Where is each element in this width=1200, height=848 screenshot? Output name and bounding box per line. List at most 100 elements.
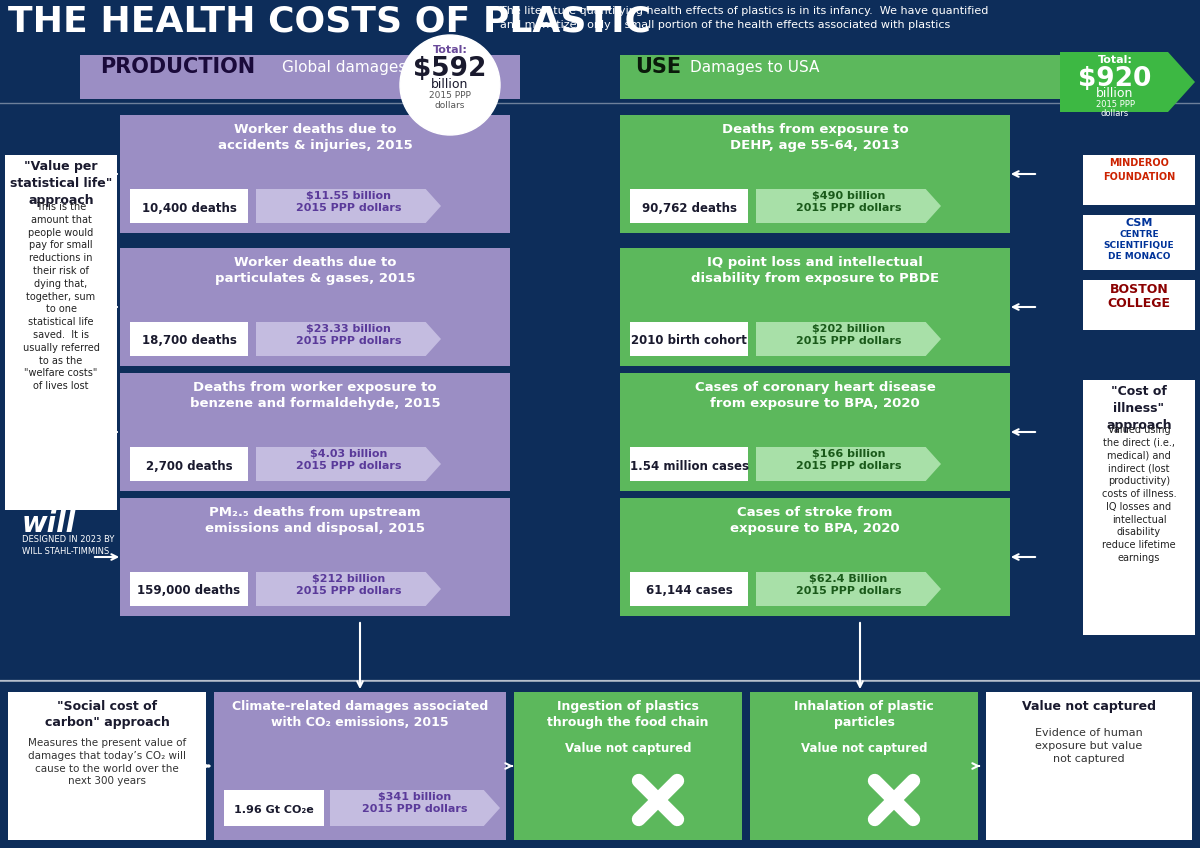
Text: Worker deaths due to
particulates & gases, 2015: Worker deaths due to particulates & gase…: [215, 256, 415, 285]
Text: Inhalation of plastic
particles: Inhalation of plastic particles: [794, 700, 934, 729]
Circle shape: [400, 35, 500, 135]
Text: 2,700 deaths: 2,700 deaths: [145, 460, 233, 472]
Text: dollars: dollars: [434, 101, 466, 110]
Text: $166 billion
2015 PPP dollars: $166 billion 2015 PPP dollars: [796, 449, 901, 471]
Text: DESIGNED IN 2023 BY
WILL STAHL-TIMMINS: DESIGNED IN 2023 BY WILL STAHL-TIMMINS: [22, 535, 114, 555]
Bar: [620, 373, 1010, 491]
Text: $920: $920: [1079, 66, 1152, 92]
Text: FOUNDATION: FOUNDATION: [1103, 172, 1175, 182]
Bar: [5, 155, 118, 510]
Bar: [630, 322, 748, 356]
Text: Ingestion of plastics
through the food chain: Ingestion of plastics through the food c…: [547, 700, 709, 729]
Bar: [620, 115, 1010, 233]
Polygon shape: [256, 447, 442, 481]
Bar: [130, 189, 248, 223]
Bar: [120, 498, 510, 616]
Polygon shape: [756, 189, 941, 223]
Text: will: will: [22, 510, 76, 538]
Text: billion: billion: [1097, 87, 1134, 100]
Bar: [986, 692, 1192, 840]
Text: $23.33 billion
2015 PPP dollars: $23.33 billion 2015 PPP dollars: [295, 324, 401, 346]
Text: PRODUCTION: PRODUCTION: [100, 57, 256, 77]
Polygon shape: [1060, 52, 1195, 112]
Text: billion: billion: [431, 78, 469, 91]
Polygon shape: [756, 322, 941, 356]
Text: dollars: dollars: [1100, 109, 1129, 118]
Text: "Value per
statistical life"
approach: "Value per statistical life" approach: [10, 160, 112, 207]
Text: Evidence of human
exposure but value
not captured: Evidence of human exposure but value not…: [1036, 728, 1142, 763]
Text: CENTRE: CENTRE: [1120, 230, 1159, 239]
Polygon shape: [256, 322, 442, 356]
Bar: [120, 115, 510, 233]
Text: 2015 PPP: 2015 PPP: [430, 91, 470, 100]
Text: PM₂.₅ deaths from upstream
emissions and disposal, 2015: PM₂.₅ deaths from upstream emissions and…: [205, 506, 425, 535]
Bar: [120, 373, 510, 491]
Bar: [620, 248, 1010, 366]
Text: USE: USE: [635, 57, 682, 77]
Text: Cases of stroke from
exposure to BPA, 2020: Cases of stroke from exposure to BPA, 20…: [730, 506, 900, 535]
Bar: [224, 790, 324, 826]
Text: 159,000 deaths: 159,000 deaths: [138, 584, 240, 598]
Polygon shape: [330, 790, 500, 826]
Text: Value not captured: Value not captured: [1022, 700, 1156, 713]
Text: Cases of coronary heart disease
from exposure to BPA, 2020: Cases of coronary heart disease from exp…: [695, 381, 935, 410]
Bar: [1084, 380, 1195, 635]
Text: $4.03 billion
2015 PPP dollars: $4.03 billion 2015 PPP dollars: [295, 449, 401, 471]
Text: 1.54 million cases: 1.54 million cases: [630, 460, 749, 472]
Text: 2010 birth cohort: 2010 birth cohort: [631, 334, 746, 348]
Text: $592: $592: [413, 56, 487, 82]
Text: Deaths from worker exposure to
benzene and formaldehyde, 2015: Deaths from worker exposure to benzene a…: [190, 381, 440, 410]
Bar: [214, 692, 506, 840]
Text: Deaths from exposure to
DEHP, age 55-64, 2013: Deaths from exposure to DEHP, age 55-64,…: [721, 123, 908, 152]
Text: BOSTON: BOSTON: [1110, 283, 1169, 296]
Text: "Cost of
illness"
approach: "Cost of illness" approach: [1106, 385, 1172, 432]
Text: This is the
amount that
people would
pay for small
reductions in
their risk of
d: This is the amount that people would pay…: [23, 202, 100, 391]
Text: Total:: Total:: [1098, 55, 1133, 65]
Bar: [80, 55, 520, 99]
Polygon shape: [756, 447, 941, 481]
Bar: [0, 680, 1200, 848]
Bar: [620, 55, 1080, 99]
Text: Global damages: Global damages: [282, 60, 407, 75]
Bar: [630, 189, 748, 223]
Text: MINDEROO: MINDEROO: [1109, 158, 1169, 168]
Bar: [620, 498, 1010, 616]
Text: Damages to USA: Damages to USA: [690, 60, 820, 75]
Bar: [0, 105, 1200, 680]
Text: $341 billion
2015 PPP dollars: $341 billion 2015 PPP dollars: [362, 792, 468, 814]
Text: Climate-related damages associated
with CO₂ emissions, 2015: Climate-related damages associated with …: [232, 700, 488, 729]
Text: 90,762 deaths: 90,762 deaths: [642, 202, 737, 215]
Text: "Social cost of
carbon" approach: "Social cost of carbon" approach: [44, 700, 169, 729]
Bar: [0, 680, 1200, 682]
Bar: [630, 447, 748, 481]
Text: $490 billion
2015 PPP dollars: $490 billion 2015 PPP dollars: [796, 191, 901, 213]
Bar: [120, 248, 510, 366]
Text: 18,700 deaths: 18,700 deaths: [142, 334, 236, 348]
Bar: [1084, 215, 1195, 270]
Text: Measures the present value of
damages that today’s CO₂ will
cause to the world o: Measures the present value of damages th…: [28, 738, 186, 786]
Bar: [130, 572, 248, 606]
Text: $11.55 billion
2015 PPP dollars: $11.55 billion 2015 PPP dollars: [295, 191, 401, 213]
Polygon shape: [756, 572, 941, 606]
Text: THE HEALTH COSTS OF PLASTIC: THE HEALTH COSTS OF PLASTIC: [8, 5, 650, 39]
Bar: [750, 692, 978, 840]
Polygon shape: [256, 189, 442, 223]
Text: 1.96 Gt CO₂e: 1.96 Gt CO₂e: [234, 805, 314, 815]
Bar: [514, 692, 742, 840]
Text: Total:: Total:: [432, 45, 468, 55]
Bar: [1084, 280, 1195, 330]
Text: SCIENTIFIQUE: SCIENTIFIQUE: [1104, 241, 1175, 250]
Text: COLLEGE: COLLEGE: [1108, 297, 1170, 310]
Text: Worker deaths due to
accidents & injuries, 2015: Worker deaths due to accidents & injurie…: [217, 123, 413, 152]
Polygon shape: [256, 572, 442, 606]
Text: $212 billion
2015 PPP dollars: $212 billion 2015 PPP dollars: [295, 574, 401, 596]
Text: 61,144 cases: 61,144 cases: [646, 584, 732, 598]
Text: CSM: CSM: [1126, 218, 1153, 228]
Bar: [0, 0, 1200, 50]
Bar: [630, 572, 748, 606]
Text: Value not captured: Value not captured: [565, 742, 691, 755]
Text: $62.4 Billion
2015 PPP dollars: $62.4 Billion 2015 PPP dollars: [796, 574, 901, 596]
Text: Valued using
the direct (i.e.,
medical) and
indirect (lost
productivity)
costs o: Valued using the direct (i.e., medical) …: [1102, 425, 1176, 563]
Text: 2015 PPP: 2015 PPP: [1096, 100, 1134, 109]
Text: Value not captured: Value not captured: [800, 742, 928, 755]
